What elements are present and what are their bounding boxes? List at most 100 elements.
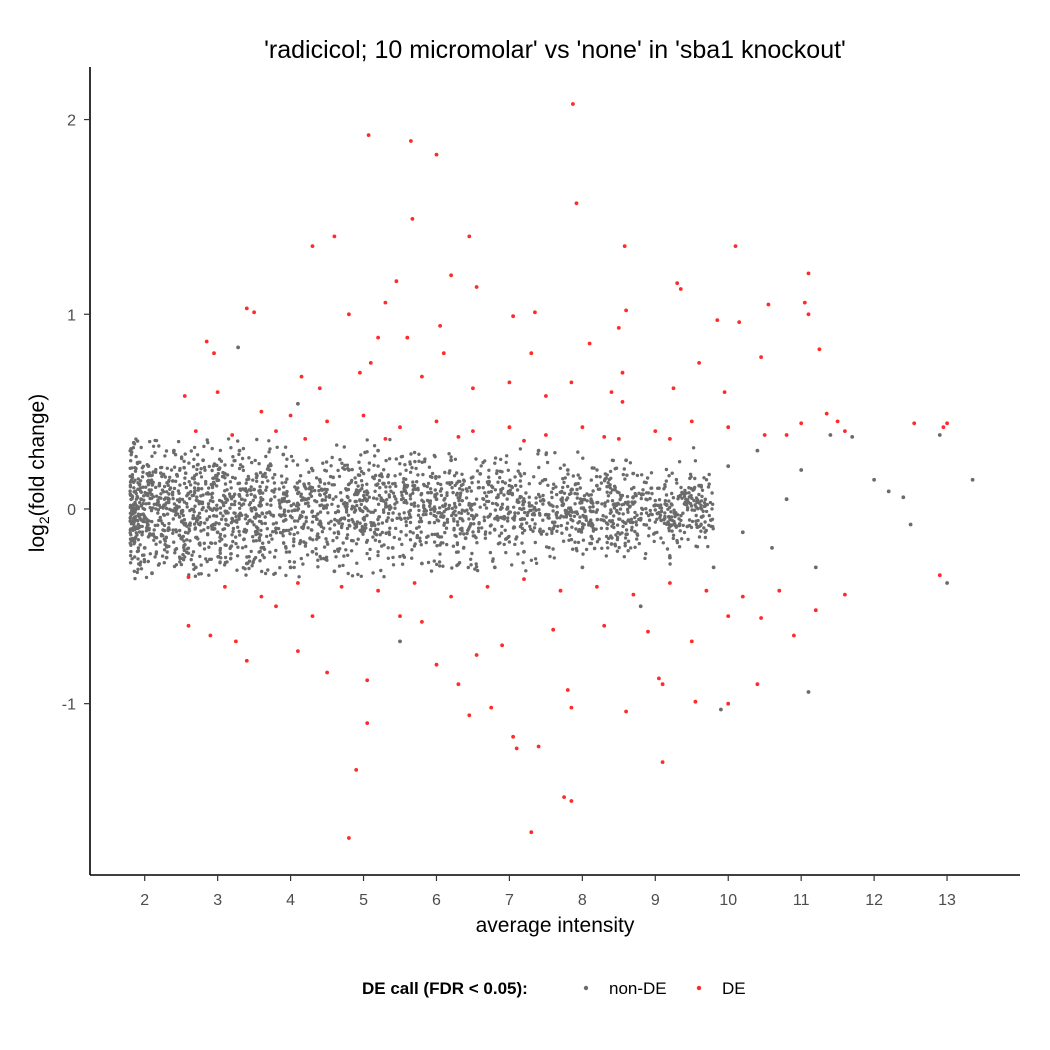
point-non-de	[132, 502, 136, 506]
point-non-de	[454, 505, 458, 509]
point-non-de	[327, 521, 331, 525]
x-tick-label: 6	[432, 892, 441, 909]
point-non-de	[172, 502, 177, 506]
point-non-de	[533, 522, 537, 526]
point-non-de	[237, 492, 241, 497]
point-non-de	[191, 516, 195, 521]
point-non-de	[493, 456, 498, 460]
point-non-de	[435, 518, 439, 522]
point-non-de	[284, 573, 288, 578]
point-non-de	[265, 502, 269, 506]
point-non-de	[354, 525, 359, 529]
point-non-de	[135, 549, 140, 554]
point-non-de	[679, 513, 683, 518]
point-non-de	[165, 512, 170, 516]
point-non-de	[419, 530, 423, 534]
point-non-de	[239, 503, 244, 507]
point-non-de	[182, 518, 187, 522]
point-non-de	[605, 490, 609, 494]
point-non-de	[703, 503, 707, 508]
point-non-de	[545, 532, 549, 536]
point-non-de	[629, 517, 634, 521]
point-non-de	[676, 513, 680, 517]
point-non-de	[415, 526, 419, 530]
point-non-de	[322, 545, 327, 549]
point-non-de	[402, 555, 407, 559]
point-non-de	[466, 565, 470, 570]
point-non-de	[150, 519, 154, 524]
point-non-de	[445, 493, 449, 498]
point-non-de	[191, 507, 196, 512]
point-non-de	[359, 469, 364, 474]
point-non-de	[439, 482, 443, 487]
point-non-de	[171, 509, 176, 513]
point-non-de	[644, 497, 648, 501]
point-non-de	[154, 536, 159, 540]
point-non-de	[644, 507, 648, 511]
point-de	[182, 394, 187, 398]
point-non-de	[566, 512, 571, 516]
point-non-de	[231, 526, 236, 531]
point-non-de	[301, 524, 306, 529]
point-non-de	[386, 516, 390, 520]
point-non-de	[380, 530, 384, 535]
point-non-de	[589, 541, 594, 546]
point-non-de	[478, 505, 482, 509]
point-non-de	[421, 472, 425, 477]
point-non-de	[606, 494, 611, 498]
point-non-de	[530, 504, 534, 508]
point-de	[467, 234, 472, 239]
point-non-de	[393, 506, 397, 510]
point-non-de	[578, 476, 582, 480]
point-non-de	[397, 512, 401, 516]
point-non-de	[279, 474, 284, 478]
point-non-de	[550, 531, 554, 535]
point-non-de	[398, 516, 402, 520]
point-non-de	[541, 502, 545, 506]
point-non-de	[527, 501, 531, 505]
point-non-de	[187, 527, 191, 531]
point-non-de	[235, 520, 239, 524]
point-non-de	[201, 506, 205, 510]
point-non-de	[350, 517, 354, 522]
point-non-de	[293, 525, 297, 529]
point-non-de	[537, 465, 541, 470]
point-non-de	[400, 542, 404, 547]
point-de	[937, 573, 942, 578]
point-non-de	[240, 497, 244, 501]
point-non-de	[693, 459, 698, 463]
point-non-de	[618, 517, 622, 521]
point-de	[624, 709, 628, 714]
point-non-de	[250, 564, 254, 568]
point-non-de	[354, 480, 358, 485]
point-non-de	[221, 527, 225, 532]
y-axis-title-rest: (fold change)	[26, 394, 49, 517]
point-non-de	[234, 515, 238, 519]
point-non-de	[445, 491, 449, 495]
point-non-de	[409, 502, 414, 506]
point-non-de	[500, 524, 504, 529]
point-non-de	[554, 511, 558, 515]
point-non-de	[554, 485, 558, 489]
point-non-de	[245, 555, 249, 559]
point-de	[193, 429, 198, 433]
point-non-de	[519, 474, 523, 478]
point-non-de	[182, 466, 186, 470]
point-non-de	[315, 534, 319, 538]
point-non-de	[416, 504, 420, 508]
point-de	[777, 588, 782, 593]
point-non-de	[167, 526, 171, 530]
point-non-de	[658, 506, 662, 510]
point-non-de	[364, 523, 368, 527]
point-non-de	[432, 509, 437, 513]
point-non-de	[310, 510, 314, 514]
point-non-de	[243, 498, 247, 502]
point-non-de	[243, 567, 247, 571]
point-non-de	[697, 524, 702, 529]
point-non-de	[562, 480, 566, 485]
point-non-de	[147, 501, 151, 506]
point-de	[941, 425, 946, 430]
point-non-de	[130, 527, 134, 531]
point-non-de	[610, 499, 615, 503]
point-non-de	[167, 478, 171, 483]
